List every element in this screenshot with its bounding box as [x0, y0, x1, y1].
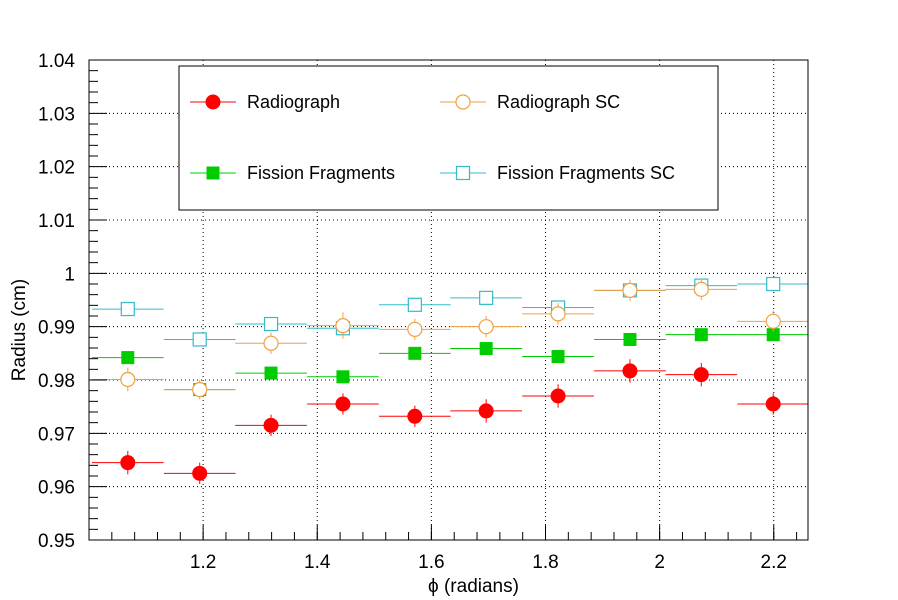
- data-point: [407, 408, 423, 424]
- data-point: [694, 328, 708, 342]
- series-radiograph-sc: [91, 278, 808, 400]
- data-point: [263, 335, 279, 351]
- data-point: [121, 351, 135, 365]
- legend-marker: [455, 94, 471, 110]
- data-point: [765, 396, 781, 412]
- data-point: [693, 367, 709, 383]
- legend-marker: [455, 165, 471, 181]
- data-point: [766, 328, 780, 342]
- data-point: [192, 382, 208, 398]
- data-point: [407, 321, 423, 337]
- legend-marker: [206, 166, 220, 180]
- data-point: [263, 417, 279, 433]
- y-tick-label: 1.01: [38, 211, 75, 232]
- x-tick-label: 1.4: [304, 552, 331, 573]
- y-tick-label: 0.95: [38, 531, 75, 552]
- data-point: [335, 396, 351, 412]
- data-point: [622, 363, 638, 379]
- y-tick-label: 1: [64, 264, 75, 285]
- data-point: [120, 455, 136, 471]
- legend-entry: Radiograph SC: [440, 92, 620, 112]
- data-point: [693, 281, 709, 297]
- legend-label: Radiograph SC: [497, 92, 620, 112]
- data-point: [622, 282, 638, 298]
- x-tick-label: 2.2: [761, 552, 787, 573]
- data-point: [336, 370, 350, 384]
- data-point: [766, 276, 781, 292]
- legend-marker: [205, 94, 221, 110]
- data-point: [192, 332, 207, 347]
- y-tick-label: 1.02: [38, 158, 75, 179]
- axis-ticks: 0.95 0.96 0.97 0.98 0.99 1 1.01 1.02 1.03 1.04 1.2…: [38, 51, 798, 573]
- x-tick-label: 2: [654, 552, 665, 573]
- y-tick-label: 0.98: [38, 371, 75, 392]
- data-point: [550, 306, 566, 322]
- data-point: [192, 465, 208, 481]
- x-tick-label: 1.8: [532, 552, 558, 573]
- data-point: [478, 403, 494, 419]
- data-point: [623, 332, 637, 346]
- data-point: [120, 371, 136, 388]
- legend-label: Radiograph: [247, 92, 340, 112]
- data-point: [407, 297, 422, 312]
- legend-entry: Fission Fragments: [190, 163, 395, 183]
- data-point: [408, 346, 422, 360]
- series-radiograph: [91, 359, 808, 484]
- legend-box: [178, 65, 719, 211]
- y-tick-label: 0.96: [38, 478, 75, 499]
- x-tick-label: 1.2: [190, 552, 216, 573]
- legend-label: Fission Fragments: [247, 163, 395, 183]
- legend-entry: Radiograph: [190, 92, 340, 112]
- y-axis-title: Radius (cm): [9, 279, 30, 381]
- data-point: [550, 388, 566, 404]
- data-point: [551, 350, 565, 364]
- x-tick-label: 1.6: [418, 552, 444, 573]
- data-point: [479, 290, 494, 305]
- data-point: [263, 316, 279, 332]
- data-point: [264, 366, 278, 380]
- x-axis-title: ϕ (radians): [428, 576, 519, 597]
- legend-entry: Fission Fragments SC: [440, 163, 675, 183]
- data-marks: [91, 276, 808, 484]
- data-point: [479, 342, 493, 356]
- legend-label: Fission Fragments SC: [497, 163, 675, 183]
- data-point: [478, 319, 494, 335]
- y-tick-label: 0.97: [38, 424, 75, 445]
- data-point: [335, 318, 351, 334]
- legend: Radiograph Radiograph SC Fission Fragments…: [178, 65, 719, 211]
- data-point: [120, 301, 135, 317]
- y-tick-label: 1.03: [38, 104, 75, 125]
- data-point: [765, 313, 781, 329]
- y-tick-label: 0.99: [38, 318, 75, 339]
- y-tick-label: 1.04: [38, 51, 75, 72]
- plot-frame: [88, 59, 809, 541]
